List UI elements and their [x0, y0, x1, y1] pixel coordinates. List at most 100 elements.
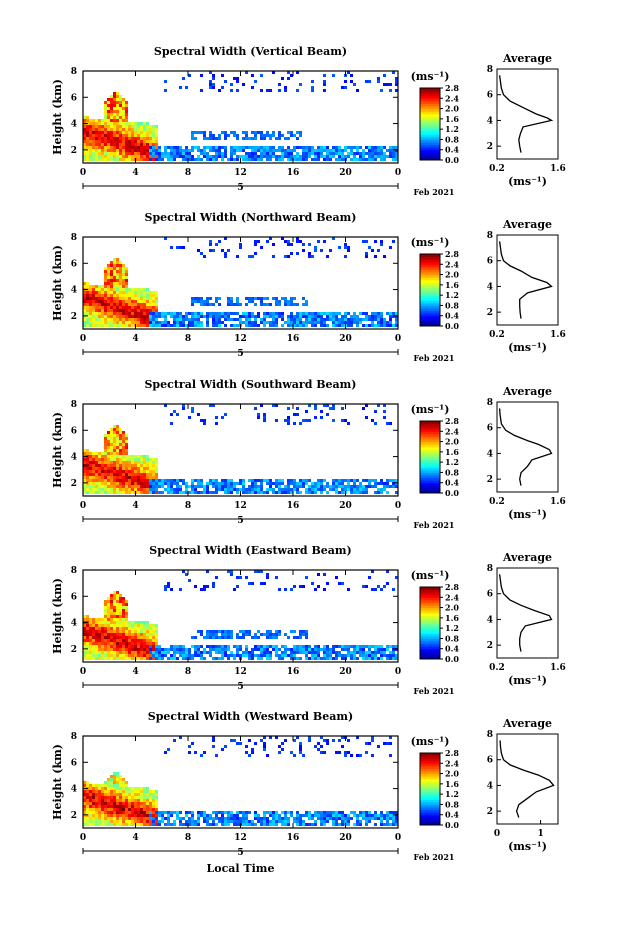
heatmap-cell — [365, 416, 368, 419]
heatmap-cell — [227, 645, 230, 648]
heatmap-cell — [212, 77, 215, 80]
heatmap-cell — [104, 131, 107, 134]
heatmap-cell — [143, 291, 146, 294]
heatmap-cell — [137, 134, 140, 137]
heatmap-cell — [86, 131, 89, 134]
heatmap-cell — [329, 407, 332, 410]
heatmap-cell — [137, 491, 140, 494]
heatmap-cell — [110, 315, 113, 318]
heatmap-cell — [350, 152, 353, 155]
heatmap-cell — [158, 654, 161, 657]
heatmap-cell — [98, 805, 101, 808]
heatmap-cell — [245, 321, 248, 324]
heatmap-cell — [116, 300, 119, 303]
heatmap-cell — [101, 300, 104, 303]
heatmap-cell — [284, 485, 287, 488]
colorbar-swatch — [420, 472, 440, 476]
heatmap-cell — [83, 134, 86, 137]
heatmap-cell — [191, 158, 194, 161]
heatmap-cell — [326, 482, 329, 485]
heatmap-cell — [131, 303, 134, 306]
heatmap-cell — [356, 146, 359, 149]
heatmap-cell — [221, 479, 224, 482]
heatmap-cell — [182, 155, 185, 158]
heatmap-cell — [296, 71, 299, 74]
heatmap-cell — [92, 648, 95, 651]
y-tick-label: 6 — [71, 259, 77, 269]
heatmap-cell — [176, 645, 179, 648]
heatmap-cell — [197, 158, 200, 161]
heatmap-cell — [125, 155, 128, 158]
heatmap-cell — [131, 318, 134, 321]
heatmap-cell — [233, 146, 236, 149]
heatmap-cell — [170, 491, 173, 494]
heatmap-cell — [83, 618, 86, 621]
heatmap-cell — [140, 627, 143, 630]
heatmap-cell — [335, 318, 338, 321]
colorbar-swatch — [420, 643, 440, 647]
heatmap-cell — [299, 657, 302, 660]
heatmap-cell — [116, 273, 119, 276]
heatmap-cell — [176, 485, 179, 488]
heatmap-cell — [92, 642, 95, 645]
heatmap-cell — [116, 636, 119, 639]
heatmap-cell — [308, 814, 311, 817]
heatmap-cell — [101, 639, 104, 642]
heatmap-cell — [299, 648, 302, 651]
heatmap-cell — [110, 781, 113, 784]
heatmap-cell — [125, 811, 128, 814]
heatmap-cell — [122, 276, 125, 279]
heatmap-cell — [245, 318, 248, 321]
heatmap-cell — [110, 113, 113, 116]
heatmap-cell — [251, 485, 254, 488]
heatmap-cell — [344, 645, 347, 648]
heatmap-cell — [110, 787, 113, 790]
heatmap-cell — [98, 128, 101, 131]
heatmap-cell — [131, 805, 134, 808]
heatmap-cell — [206, 585, 209, 588]
y-tick-label: 6 — [71, 758, 77, 768]
heatmap-cell — [221, 630, 224, 633]
heatmap-cell — [140, 315, 143, 318]
heatmap-cell — [380, 488, 383, 491]
heatmap-cell — [92, 485, 95, 488]
heatmap-cell — [194, 648, 197, 651]
heatmap-cell — [317, 585, 320, 588]
heatmap-cell — [350, 485, 353, 488]
heatmap-cell — [395, 811, 398, 814]
heatmap-cell — [101, 149, 104, 152]
heatmap-cell — [140, 155, 143, 158]
heatmap-cell — [365, 814, 368, 817]
colorbar-tick-label: 1.2 — [445, 457, 459, 467]
heatmap-cell — [83, 805, 86, 808]
heatmap-cell — [122, 479, 125, 482]
heatmap-cell — [164, 751, 167, 754]
average-x-tick-label: 0 — [494, 829, 500, 839]
colorbar-swatch — [420, 313, 440, 317]
heatmap-cell — [182, 570, 185, 573]
heatmap-cell — [176, 648, 179, 651]
heatmap-cell — [374, 482, 377, 485]
heatmap-cell — [326, 491, 329, 494]
heatmap-cell — [98, 125, 101, 128]
heatmap-cell — [257, 820, 260, 823]
heatmap-cell — [257, 645, 260, 648]
panel-1: Spectral Width (Vertical Beam)2468Height… — [51, 45, 566, 197]
heatmap-cell — [83, 321, 86, 324]
heatmap-cell — [152, 294, 155, 297]
heatmap-cell — [119, 796, 122, 799]
heatmap-cell — [110, 443, 113, 446]
heatmap-cell — [113, 464, 116, 467]
heatmap-cell — [191, 146, 194, 149]
heatmap-cell — [323, 74, 326, 77]
heatmap-cell — [110, 125, 113, 128]
heatmap-cell — [125, 288, 128, 291]
heatmap-cell — [101, 309, 104, 312]
heatmap-cell — [266, 573, 269, 576]
heatmap-cell — [275, 820, 278, 823]
heatmap-cell — [128, 799, 131, 802]
heatmap-cell — [272, 823, 275, 826]
heatmap-cell — [125, 618, 128, 621]
heatmap-cell — [218, 321, 221, 324]
heatmap-cell — [326, 158, 329, 161]
